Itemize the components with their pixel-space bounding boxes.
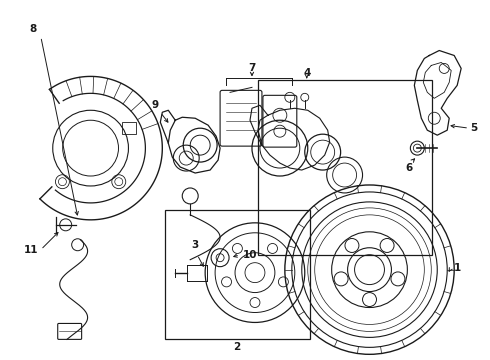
Text: 2: 2 xyxy=(233,342,241,352)
Bar xyxy=(165,210,310,339)
Text: 5: 5 xyxy=(470,123,478,133)
Text: 7: 7 xyxy=(248,63,256,73)
Text: 11: 11 xyxy=(24,245,38,255)
Text: 3: 3 xyxy=(192,240,199,250)
Text: 10: 10 xyxy=(243,250,257,260)
Bar xyxy=(258,80,432,255)
Text: 9: 9 xyxy=(152,100,159,110)
Text: 8: 8 xyxy=(29,24,36,33)
Bar xyxy=(122,122,136,134)
Text: 4: 4 xyxy=(303,68,311,78)
Text: 1: 1 xyxy=(454,263,461,273)
Text: 6: 6 xyxy=(406,163,413,173)
